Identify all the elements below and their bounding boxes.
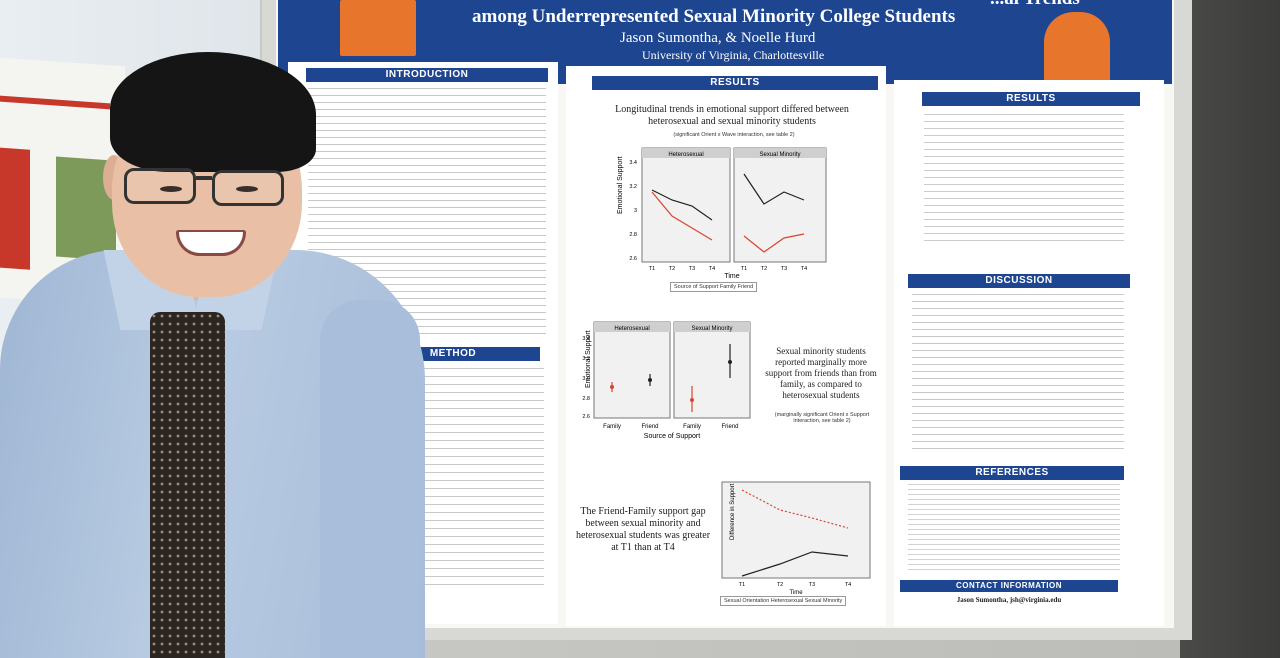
person-eye (236, 186, 258, 192)
poster-title: among Underrepresented Sexual Minority C… (472, 6, 956, 27)
results-table (924, 114, 1124, 244)
chart1-ytick: 2.6 (629, 256, 637, 262)
chart2-ytick: 2.8 (582, 396, 590, 402)
chart3-xlabel: Time (789, 590, 803, 596)
chart1-xtick: T4 (709, 266, 715, 272)
chart1-xtick: T2 (761, 266, 767, 272)
chart-emotional-support-over-time: Heterosexual Sexual Minority Emotional S… (617, 147, 827, 280)
chart2-panel-label-hetero: Heterosexual (614, 326, 649, 332)
section-results-middle: RESULTS (592, 76, 878, 90)
chart1-hetero-friend-line (651, 189, 713, 221)
chart2-xtick: Friend (721, 424, 738, 430)
chart2-xtick: Friend (641, 424, 658, 430)
chart3-panel (721, 481, 871, 579)
results-note-2: (marginally significant Orient x Support… (774, 412, 870, 424)
results-caption-2: Sexual minority students reported margin… (765, 346, 877, 400)
results-note-1: (significant Orient x Wave interaction, … (673, 132, 795, 138)
chart1-xtick: T1 (649, 266, 655, 272)
chart2-strip-hetero (594, 322, 670, 332)
chart1-xtick: T2 (669, 266, 675, 272)
chart1-strip-hetero (642, 148, 730, 158)
chart3-xtick: T2 (777, 582, 783, 588)
glasses-lens (212, 170, 284, 206)
section-results-right: RESULTS (922, 92, 1140, 106)
rotunda-logo-left (340, 0, 416, 56)
poster-affiliation: University of Virginia, Charlottesville (642, 48, 825, 62)
chart1-panel-label-hetero: Heterosexual (668, 152, 703, 158)
necktie (150, 312, 225, 658)
chart2-point-minority-friend (728, 360, 732, 364)
poster-title-cut: ...al Trends (470, 0, 1080, 10)
person-eye (160, 186, 182, 192)
section-discussion: DISCUSSION (908, 274, 1130, 288)
section-contact: CONTACT INFORMATION (900, 580, 1118, 592)
contact-line: Jason Sumontha, jsh@virginia.edu (956, 596, 1062, 604)
chart3-minority-line (741, 551, 849, 577)
chart1-ylabel: Emotional Support (617, 156, 624, 214)
references-text (908, 484, 1120, 572)
chart2-panel-minority (673, 321, 751, 419)
chart1-xtick: T3 (689, 266, 695, 272)
person-hair (110, 52, 316, 172)
chart2-point-hetero-friend (648, 378, 652, 382)
chart1-ytick: 3 (634, 208, 637, 214)
chart1-legend: Source of Support Family Friend (670, 282, 758, 292)
chart3-ylabel: Difference in Support (730, 483, 736, 540)
chart2-ytick: 3.4 (582, 336, 590, 342)
chart1-ytick: 2.8 (629, 232, 637, 238)
chart2-ytick: 2.6 (582, 414, 590, 420)
chart1-hetero-family-line (651, 191, 713, 241)
chart3-xtick: T4 (845, 582, 851, 588)
chart2-panel-label-minority: Sexual Minority (691, 326, 732, 332)
chart2-ylabel: Emotional Support (585, 330, 592, 388)
chart1-panel-label-minority: Sexual Minority (759, 152, 800, 158)
chart-support-by-source: Heterosexual Sexual Minority Emotional S… (582, 321, 751, 440)
left-poster-stripe (0, 95, 110, 110)
chart1-minority-family-line (743, 233, 805, 253)
chart3-xtick: T3 (809, 582, 815, 588)
chart3-xtick: T1 (739, 582, 745, 588)
chart2-xlabel: Source of Support (644, 433, 700, 440)
chart2-xtick: Family (603, 424, 621, 430)
poster-column-right: RESULTS DISCUSSION REFERENCES CONTACT IN… (894, 80, 1164, 626)
poster-column-middle: RESULTS Longitudinal trends in emotional… (566, 66, 886, 626)
chart2-point-minority-family (690, 398, 694, 402)
chart1-xtick: T1 (741, 266, 747, 272)
poster-authors: Jason Sumontha, & Noelle Hurd (620, 30, 816, 46)
glasses-lens (124, 168, 196, 204)
chart1-xtick: T4 (801, 266, 807, 272)
results-caption-3: The Friend-Family support gap between se… (575, 506, 711, 553)
chart3-legend: Sexual Orientation Heterosexual Sexual M… (720, 596, 847, 606)
chart2-ytick: 3.0 (582, 376, 590, 382)
section-introduction: INTRODUCTION (306, 68, 548, 82)
chart2-xtick: Family (683, 424, 701, 430)
discussion-text (912, 294, 1124, 454)
left-poster-block (0, 147, 30, 270)
chart2-point-hetero-family (610, 385, 614, 389)
chart1-panel-hetero (641, 147, 731, 263)
chart1-xlabel: Time (724, 273, 739, 280)
person-arm (320, 300, 420, 658)
chart1-xtick: T3 (781, 266, 787, 272)
chart1-ytick: 3.4 (629, 160, 637, 166)
chart2-panel-hetero (593, 321, 671, 419)
results-caption-1: Longitudinal trends in emotional support… (615, 104, 849, 127)
chart3-hetero-line (741, 489, 849, 529)
chart1-ytick: 3.2 (629, 184, 637, 190)
section-references: REFERENCES (900, 466, 1124, 480)
glasses-bridge (196, 176, 212, 180)
chart1-minority-friend-line (743, 173, 805, 205)
chart2-strip-minority (674, 322, 750, 332)
chart1-strip-minority (734, 148, 826, 158)
chart2-ytick: 3.2 (582, 356, 590, 362)
rotunda-logo-right (1044, 12, 1110, 84)
chart-support-gap: Difference in Support T1 T2 T3 T4 Time (721, 481, 871, 596)
chart1-panel-minority (733, 147, 827, 263)
